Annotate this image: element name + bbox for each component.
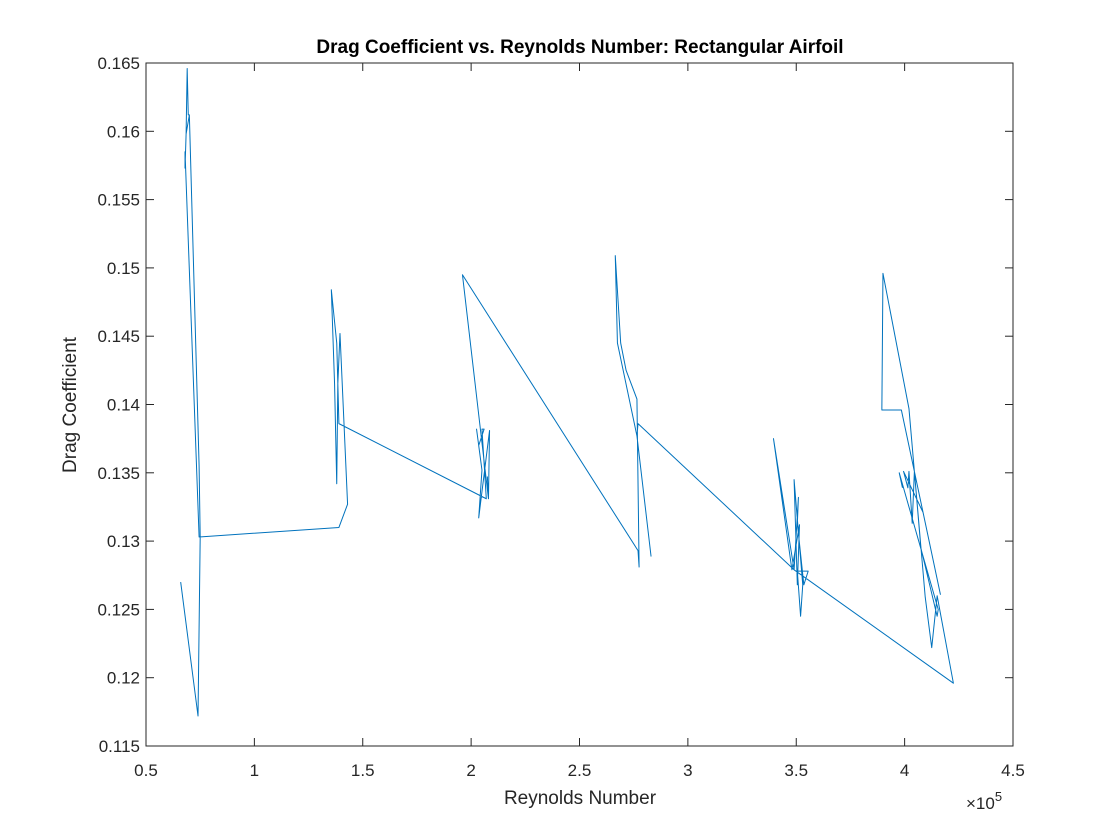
y-axis-label: Drag Coefficient [60,336,81,473]
y-tick-label-7: 0.15 [107,259,140,278]
x-tick-label-0: 0.5 [134,761,158,780]
x-axis-multiplier: ×105 [966,789,1002,813]
y-tick-label-3: 0.13 [107,532,140,551]
y-tick-label-0: 0.115 [99,737,140,756]
x-axis-multiplier-exponent: 5 [995,789,1002,804]
chart-title: Drag Coefficient vs. Reynolds Number: Re… [316,37,843,58]
x-tick-label-6: 3.5 [784,761,808,780]
plot-area [146,63,1013,746]
y-tick-label-5: 0.14 [107,396,140,415]
y-tick-label-10: 0.165 [97,54,140,73]
series-line-0 [180,67,954,717]
x-tick-label-3: 2 [466,761,475,780]
plot-box [145,62,1014,747]
y-tick-label-9: 0.16 [107,122,140,141]
x-tick-label-7: 4 [900,761,909,780]
x-tick-label-1: 1 [250,761,259,780]
series-layer [180,67,954,717]
y-tick-label-6: 0.145 [97,327,140,346]
x-tick-label-5: 3 [683,761,692,780]
x-axis-ticks: 0.5 1 1.5 2 2.5 3 3.5 4 4.5 [134,63,1025,780]
x-tick-label-8: 4.5 [1001,761,1025,780]
y-tick-label-8: 0.155 [97,191,140,210]
y-tick-label-1: 0.12 [107,669,140,688]
x-tick-label-4: 2.5 [568,761,592,780]
y-tick-label-4: 0.135 [97,464,140,483]
x-tick-label-2: 1.5 [351,761,375,780]
x-axis-label: Reynolds Number [504,788,657,809]
y-axis-ticks: 0.115 0.12 0.125 0.13 0.135 0.14 0.145 0.15 0.15… [97,54,1013,756]
x-axis-multiplier-base: ×10 [966,794,995,813]
y-tick-label-2: 0.125 [97,600,140,619]
